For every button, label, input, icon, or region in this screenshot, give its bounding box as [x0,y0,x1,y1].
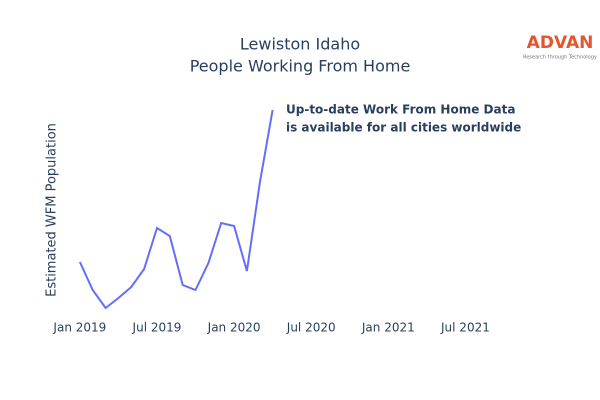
annotation: is available for all cities worldwide [286,121,521,135]
x-tick-label: Jan 2019 [52,321,106,335]
chart-title: People Working From Home [190,57,411,76]
x-tick-label: Jan 2021 [361,321,415,335]
y-axis-label: Estimated WFM Population [45,123,60,297]
line [78,109,274,310]
chart-title: Lewiston Idaho [240,35,360,54]
x-tick-label: Jul 2019 [132,321,182,335]
logo: ADVAN [527,33,594,53]
annotation: Up-to-date Work From Home Data [286,103,515,117]
x-tick-label: Jul 2020 [286,321,336,335]
x-tick-label: Jan 2020 [207,321,261,335]
logo-tagline: Research through Technology [523,55,597,61]
x-tick-label: Jul 2021 [440,321,490,335]
